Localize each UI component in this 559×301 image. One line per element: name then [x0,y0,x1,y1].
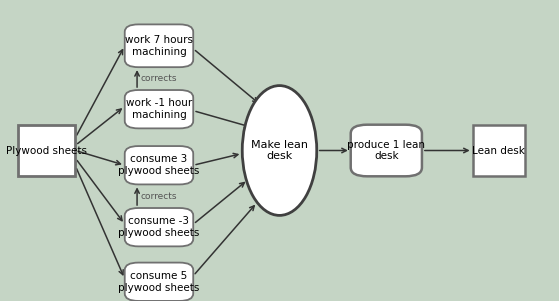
Text: consume 5
plywood sheets: consume 5 plywood sheets [119,271,200,293]
Text: Plywood sheets: Plywood sheets [6,145,87,156]
FancyBboxPatch shape [125,208,193,246]
Text: Lean desk: Lean desk [472,145,525,156]
Text: corrects: corrects [140,74,177,83]
FancyBboxPatch shape [350,125,422,176]
Text: produce 1 lean
desk: produce 1 lean desk [347,140,425,161]
Text: Make lean
desk: Make lean desk [251,140,308,161]
FancyBboxPatch shape [125,24,193,67]
Text: consume -3
plywood sheets: consume -3 plywood sheets [119,216,200,238]
FancyBboxPatch shape [472,125,525,176]
FancyBboxPatch shape [125,146,193,185]
Text: work -1 hour
machining: work -1 hour machining [126,98,192,120]
Ellipse shape [242,85,317,216]
FancyBboxPatch shape [125,262,193,301]
Text: corrects: corrects [140,192,177,201]
Text: work 7 hours
machining: work 7 hours machining [125,35,193,57]
Text: consume 3
plywood sheets: consume 3 plywood sheets [119,154,200,176]
FancyBboxPatch shape [18,125,75,176]
FancyBboxPatch shape [125,90,193,129]
